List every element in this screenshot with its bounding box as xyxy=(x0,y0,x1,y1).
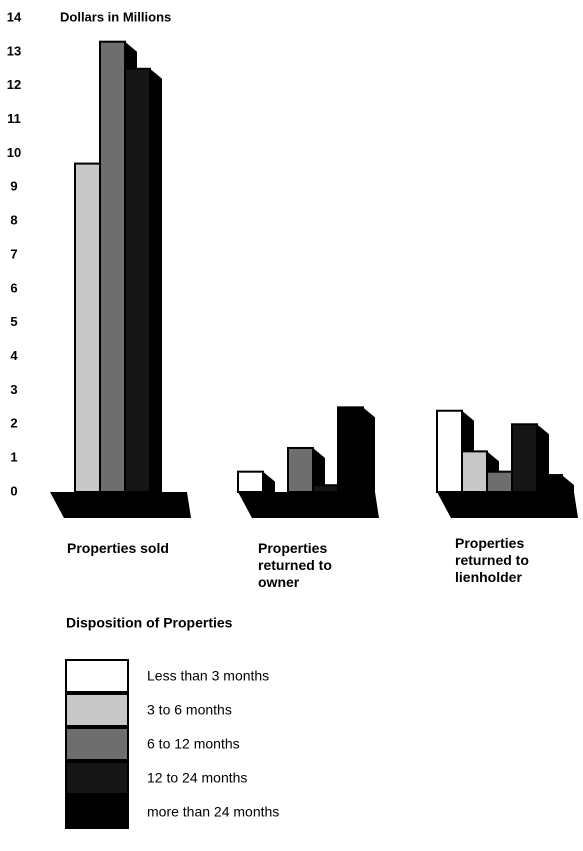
legend-swatch xyxy=(65,727,129,761)
bar xyxy=(124,67,162,494)
y-tick-label: 12 xyxy=(7,77,21,92)
y-tick-label: 1 xyxy=(10,450,17,465)
y-tick-label: 14 xyxy=(7,9,22,24)
y-tick-label: 13 xyxy=(7,43,21,58)
bar-front xyxy=(486,470,513,493)
x-axis-label: Disposition of Properties xyxy=(66,615,233,631)
legend-swatch xyxy=(65,693,129,727)
bar-front xyxy=(461,450,488,493)
bar xyxy=(337,406,375,494)
bar-front xyxy=(312,484,339,494)
bar-front xyxy=(337,406,364,494)
bar-front xyxy=(511,423,538,493)
y-tick-label: 4 xyxy=(10,348,18,363)
bar-side xyxy=(175,492,187,502)
y-tick-label: 11 xyxy=(7,111,21,126)
legend-label: 3 to 6 months xyxy=(147,702,232,718)
bar-front xyxy=(74,162,101,493)
bar-front xyxy=(536,474,563,494)
floor xyxy=(238,492,379,518)
bar-side xyxy=(313,447,325,492)
bar-front xyxy=(287,446,314,494)
bar xyxy=(536,474,574,494)
chart-title: Dollars in Millions xyxy=(60,9,171,24)
legend-label: 12 to 24 months xyxy=(147,770,247,786)
bar-side xyxy=(363,407,375,492)
x-tick-label: Properties returned to owner xyxy=(258,540,332,590)
bar-front xyxy=(99,40,126,493)
y-tick-label: 8 xyxy=(10,213,17,228)
legend-label: 6 to 12 months xyxy=(147,736,240,752)
x-tick-label: Properties returned to lienholder xyxy=(455,535,529,585)
bar-side xyxy=(288,492,300,502)
y-tick-label: 2 xyxy=(10,416,17,431)
bar-front xyxy=(124,67,151,494)
legend-swatch xyxy=(65,659,129,693)
legend-label: more than 24 months xyxy=(147,804,279,820)
y-tick-label: 0 xyxy=(10,483,17,498)
y-tick-label: 3 xyxy=(10,382,17,397)
y-tick-label: 6 xyxy=(10,280,17,295)
bar-side xyxy=(150,68,162,493)
y-tick-label: 9 xyxy=(10,179,17,194)
y-tick-label: 7 xyxy=(10,246,17,261)
bar-front xyxy=(237,470,264,493)
bar-side xyxy=(562,475,574,492)
bar xyxy=(237,470,275,493)
bar-side xyxy=(263,471,275,492)
bar xyxy=(288,492,300,502)
y-tick-label: 10 xyxy=(7,145,21,160)
y-tick-label: 5 xyxy=(10,314,17,329)
bar xyxy=(175,492,187,502)
bar-side xyxy=(75,492,87,502)
floor xyxy=(50,492,191,518)
x-tick-label: Properties sold xyxy=(67,540,169,556)
floor xyxy=(437,492,578,518)
legend-swatch xyxy=(65,761,129,795)
bar-front xyxy=(436,409,463,493)
legend-swatch xyxy=(65,795,129,829)
legend-label: Less than 3 months xyxy=(147,668,269,684)
bar xyxy=(75,492,87,502)
bar xyxy=(287,446,325,494)
